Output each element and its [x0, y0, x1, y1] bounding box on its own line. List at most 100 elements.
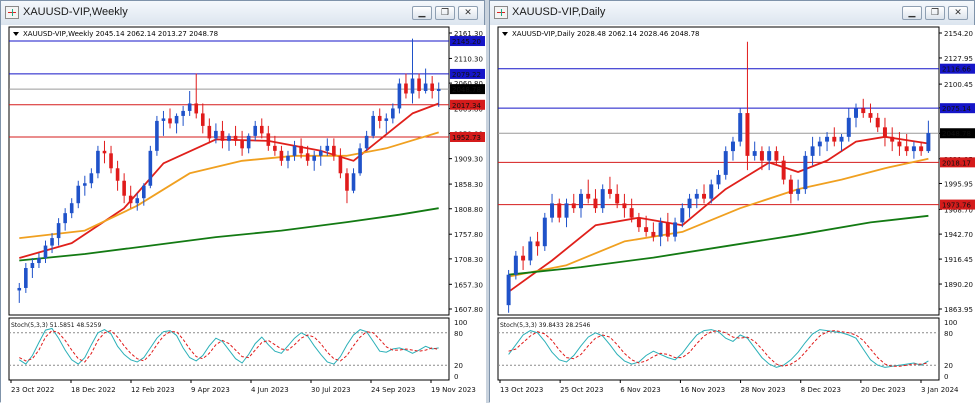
candle-body [600, 189, 605, 209]
close-icon: ✕ [464, 8, 472, 18]
level-price-tag [450, 99, 485, 110]
x-tick-label: 3 Jan 2024 [921, 386, 959, 394]
candle-body [550, 203, 555, 218]
restore-icon: ❐ [440, 8, 450, 18]
candle-body [436, 88, 441, 91]
candle-body [911, 146, 916, 152]
y-tick-label: 1916.45 [944, 256, 973, 264]
y-tick-label: 2154.20 [944, 30, 973, 38]
candle-body [279, 150, 284, 161]
x-tick-label: 20 Dec 2023 [861, 386, 906, 394]
candle-body [846, 117, 851, 137]
candle-body [141, 185, 146, 199]
chart-background [490, 25, 975, 403]
x-tick-label: 6 Nov 2023 [620, 386, 660, 394]
y-tick-label: 1607.80 [454, 306, 483, 314]
y-tick-label: 1909.30 [454, 156, 483, 164]
price-chart-area[interactable]: 2161.302110.302060.802009.801959.801909.… [1, 25, 486, 403]
chart-caption: XAUUSD-VIP,Daily 2028.48 2062.14 2028.46… [512, 30, 699, 38]
level-price-tag [940, 103, 975, 114]
stochastic-tick-label: 20 [944, 362, 953, 370]
moving-average-line [508, 214, 929, 276]
level-price-label: 2075.14 [942, 105, 971, 113]
candle-body [115, 168, 120, 181]
level-price-label: 2018.17 [942, 159, 971, 167]
window-title: XAUUSD-VIP,Daily [512, 6, 606, 18]
candle-body [752, 151, 757, 156]
candle-body [622, 203, 627, 209]
candle-body [214, 130, 218, 139]
moving-average-line [508, 157, 929, 278]
moving-average-line [19, 131, 439, 239]
close-button[interactable]: ✕ [948, 6, 968, 20]
candle-body [839, 136, 844, 142]
chart-window-daily: XAUUSD-VIP,Daily ▁ ❐ ✕ 2154.20 2127.95 210… [489, 0, 975, 403]
moving-average-line [508, 135, 929, 293]
candle-body [759, 151, 764, 161]
candle-body [253, 125, 258, 136]
candle-body [207, 125, 212, 139]
window-titlebar[interactable]: XAUUSD-VIP,Weekly ▁ ❐ ✕ [1, 1, 484, 26]
candle-body [730, 141, 735, 152]
candle-body [332, 145, 336, 156]
candle-body [687, 198, 692, 209]
candle-body [109, 153, 113, 169]
window-titlebar[interactable]: XAUUSD-VIP,Daily ▁ ❐ ✕ [490, 1, 974, 26]
candle-body [796, 189, 801, 194]
level-price-label: 1952.73 [452, 134, 481, 142]
maximize-button[interactable]: ❐ [925, 6, 945, 20]
candle-body [716, 174, 721, 185]
close-button[interactable]: ✕ [458, 6, 478, 20]
candle-body [351, 173, 356, 191]
level-price-label: 2079.22 [452, 71, 481, 79]
candle-body [305, 153, 310, 161]
candle-body [122, 180, 126, 196]
stochastic-k-line [508, 329, 929, 368]
x-tick-label: 12 Feb 2023 [131, 386, 175, 394]
candle-body [299, 145, 303, 154]
candle-body [665, 222, 670, 237]
x-tick-label: 16 Nov 2023 [680, 386, 725, 394]
candle-body [168, 118, 172, 124]
candle-body [586, 193, 591, 199]
y-tick-label: 1757.80 [454, 231, 483, 239]
candle-body [767, 151, 772, 161]
candle-body [607, 189, 612, 194]
candle-body [181, 110, 185, 116]
candle-body [96, 150, 100, 174]
candle-body [246, 135, 251, 149]
candle-body [564, 203, 569, 218]
candle-body [312, 155, 317, 161]
level-price-tag [450, 84, 485, 95]
candle-body [571, 203, 576, 209]
candle-body [404, 83, 408, 94]
chart-caption: XAUUSD-VIP,Weekly 2045.14 2062.14 2013.2… [23, 30, 218, 38]
candle-body [788, 179, 793, 194]
candle-body [358, 148, 362, 174]
candle-body [615, 193, 620, 204]
candle-body [803, 155, 808, 190]
stochastic-label: Stoch(5,3,3) 51.5851 48.5259 [11, 322, 102, 329]
minimize-icon: ▁ [908, 8, 916, 18]
candle-body [17, 287, 22, 291]
caption-arrow-icon [13, 32, 19, 36]
candle-body [738, 113, 743, 142]
candle-body [76, 185, 81, 204]
level-price-label: 1973.76 [942, 202, 971, 210]
candle-body [521, 255, 526, 261]
candle-body [371, 115, 375, 136]
minimize-button[interactable]: ▁ [412, 6, 432, 20]
candle-body [155, 120, 159, 151]
maximize-button[interactable]: ❐ [435, 6, 455, 20]
price-chart-area[interactable]: 2154.202127.952100.452075.452048.702021.… [490, 25, 975, 403]
moving-average-line [19, 207, 439, 262]
minimize-icon: ▁ [418, 8, 426, 18]
y-tick-label: 2161.30 [454, 30, 483, 38]
candle-body [417, 78, 421, 91]
candle-body [673, 222, 678, 237]
restore-icon: ❐ [930, 8, 940, 18]
chart-window-weekly: XAUUSD-VIP,Weekly ▁ ❐ ✕ 2161.30 2110.30 20… [0, 0, 486, 403]
minimize-button[interactable]: ▁ [902, 6, 922, 20]
candle-body [377, 115, 382, 121]
candle-body [63, 213, 67, 224]
